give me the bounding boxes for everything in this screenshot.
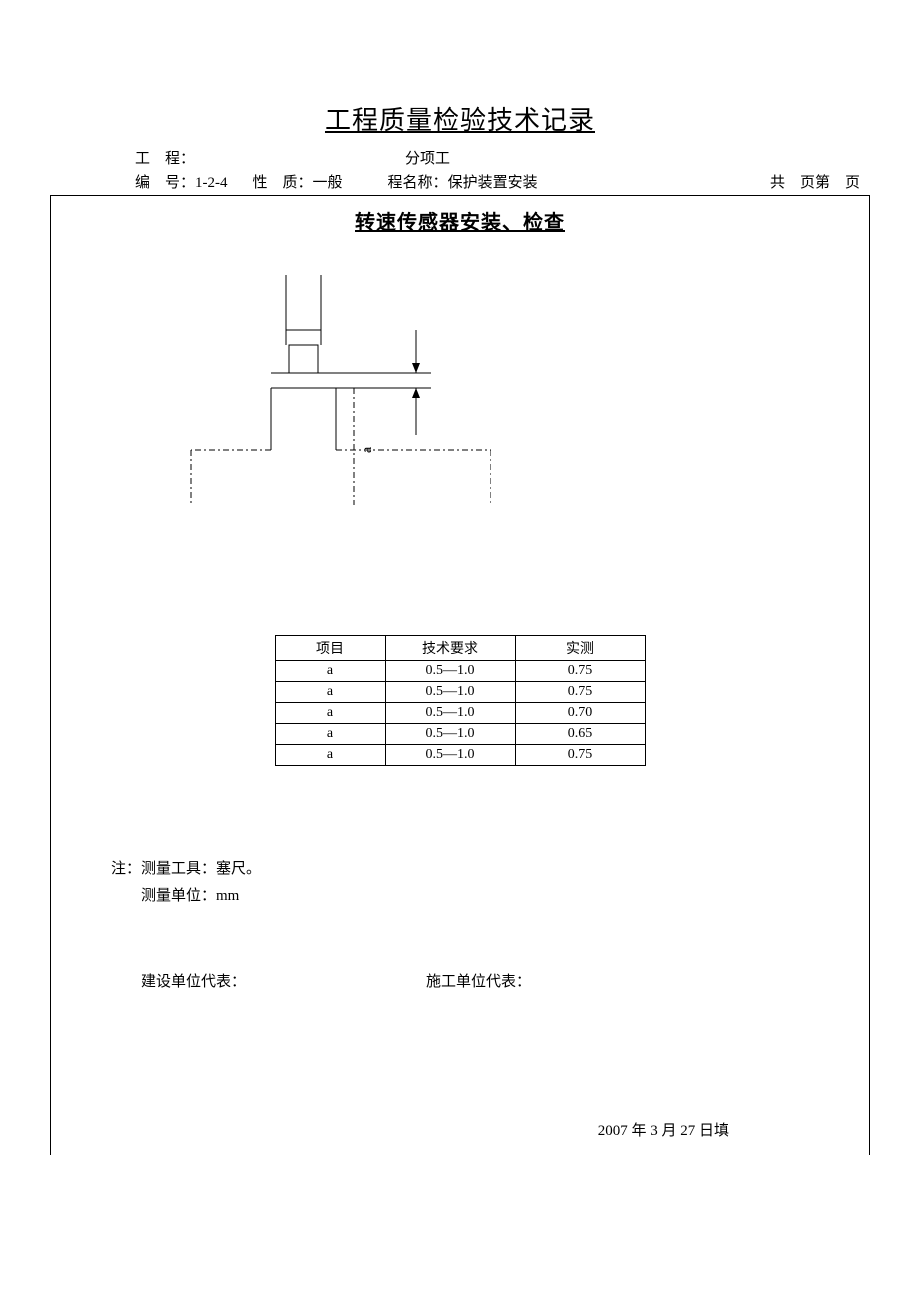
- constructor-signature-label: 施工单位代表：: [426, 970, 531, 991]
- note-tool: 注：测量工具：塞尺。: [111, 856, 839, 883]
- table-header-cell: 技术要求: [385, 636, 515, 661]
- table-cell: 0.70: [515, 703, 645, 724]
- table-row: a0.5—1.00.75: [275, 682, 645, 703]
- table-cell: 0.75: [515, 682, 645, 703]
- document-title: 工程质量检验技术记录: [40, 100, 880, 137]
- note-unit: 测量单位：mm: [111, 883, 839, 910]
- notes-block: 注：测量工具：塞尺。 测量单位：mm: [111, 856, 839, 910]
- table-cell: 0.75: [515, 661, 645, 682]
- table-header-row: 项目技术要求实测: [275, 636, 645, 661]
- serial-label: 编 号：: [135, 171, 195, 195]
- table-cell: 0.5—1.0: [385, 703, 515, 724]
- signatures-row: 建设单位代表： 施工单位代表：: [141, 970, 839, 991]
- table-row: a0.5—1.00.70: [275, 703, 645, 724]
- table-row: a0.5—1.00.75: [275, 745, 645, 766]
- table-cell: 0.5—1.0: [385, 724, 515, 745]
- project-label: 工 程：: [135, 147, 195, 171]
- main-frame: 转速传感器安装、检查: [50, 195, 870, 1155]
- table-header-cell: 项目: [275, 636, 385, 661]
- table-cell: a: [275, 703, 385, 724]
- builder-signature-label: 建设单位代表：: [141, 970, 246, 991]
- dimension-label: a: [360, 446, 375, 453]
- table-cell: 0.65: [515, 724, 645, 745]
- header-info: 工 程： 分项工 编 号： 1-2-4 性 质： 一般 程名称： 保护装置安装 …: [40, 147, 880, 195]
- table-cell: a: [275, 745, 385, 766]
- serial-value: 1-2-4: [195, 171, 228, 195]
- table-cell: 0.5—1.0: [385, 661, 515, 682]
- measurement-table: 项目技术要求实测 a0.5—1.00.75a0.5—1.00.75a0.5—1.…: [275, 635, 646, 766]
- section-title: 转速传感器安装、检查: [81, 206, 839, 235]
- table-cell: 0.5—1.0: [385, 682, 515, 703]
- table-cell: a: [275, 661, 385, 682]
- table-body: a0.5—1.00.75a0.5—1.00.75a0.5—1.00.70a0.5…: [275, 661, 645, 766]
- table-cell: 0.5—1.0: [385, 745, 515, 766]
- technical-diagram: a: [141, 275, 491, 555]
- name-label: 程名称：: [388, 171, 448, 195]
- table-cell: a: [275, 682, 385, 703]
- table-header-cell: 实测: [515, 636, 645, 661]
- nature-label: 性 质：: [253, 171, 313, 195]
- nature-value: 一般: [313, 171, 343, 195]
- table-row: a0.5—1.00.65: [275, 724, 645, 745]
- table-row: a0.5—1.00.75: [275, 661, 645, 682]
- sub-project-label: 分项工: [405, 147, 450, 171]
- table-cell: a: [275, 724, 385, 745]
- name-value: 保护装置安装: [448, 171, 538, 195]
- date-footer: 2007 年 3 月 27 日填: [598, 1119, 729, 1140]
- table-cell: 0.75: [515, 745, 645, 766]
- pages-label: 共 页第 页: [770, 171, 860, 195]
